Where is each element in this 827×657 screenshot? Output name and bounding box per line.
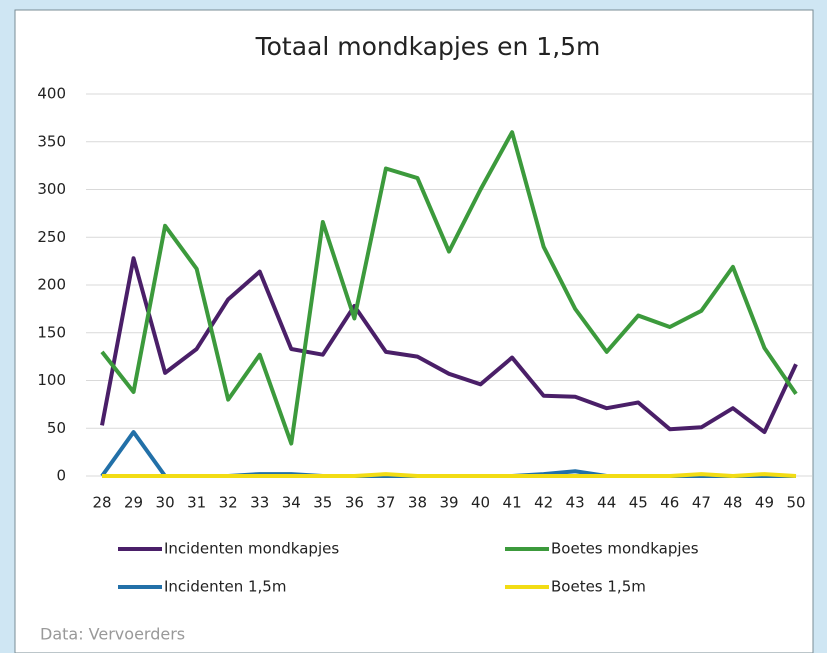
legend-label: Incidenten 1,5m (164, 578, 286, 596)
x-tick-label: 39 (439, 494, 458, 512)
panel (14, 9, 814, 654)
x-tick-label: 50 (786, 494, 805, 512)
chart-title: Totaal mondkapjes en 1,5m (255, 32, 601, 61)
y-tick-label: 150 (37, 323, 66, 341)
y-tick-label: 0 (56, 467, 66, 485)
source-note: Data: Vervoerders (40, 625, 185, 644)
series-line (100, 130, 798, 446)
x-tick-label: 30 (156, 494, 175, 512)
x-tick-label: 46 (660, 494, 679, 512)
x-tick-label: 44 (597, 494, 616, 512)
legend-label: Incidenten mondkapjes (164, 540, 339, 558)
legend-label: Boetes 1,5m (551, 578, 646, 596)
x-tick-label: 37 (376, 494, 395, 512)
y-tick-label: 200 (37, 276, 66, 294)
series-line (102, 472, 797, 478)
x-tick-label: 35 (313, 494, 332, 512)
y-tick-label: 100 (37, 371, 66, 389)
x-tick-label: 49 (755, 494, 774, 512)
x-tick-label: 32 (219, 494, 238, 512)
x-tick-label: 43 (566, 494, 585, 512)
y-tick-label: 400 (37, 85, 66, 103)
x-tick-label: 33 (250, 494, 269, 512)
series-line (100, 256, 798, 435)
x-tick-label: 29 (124, 494, 143, 512)
x-tick-label: 38 (408, 494, 427, 512)
x-tick-label: 31 (187, 494, 206, 512)
y-tick-label: 350 (37, 132, 66, 150)
x-tick-label: 42 (534, 494, 553, 512)
x-tick-label: 45 (629, 494, 648, 512)
y-tick-label: 300 (37, 180, 66, 198)
x-tick-label: 28 (92, 494, 111, 512)
x-tick-label: 48 (723, 494, 742, 512)
y-tick-label: 250 (37, 228, 66, 246)
x-tick-label: 47 (692, 494, 711, 512)
x-tick-label: 34 (282, 494, 301, 512)
y-tick-label: 50 (47, 419, 66, 437)
x-tick-label: 36 (345, 494, 364, 512)
x-tick-label: 40 (471, 494, 490, 512)
legend-label: Boetes mondkapjes (551, 540, 699, 558)
x-tick-label: 41 (503, 494, 522, 512)
